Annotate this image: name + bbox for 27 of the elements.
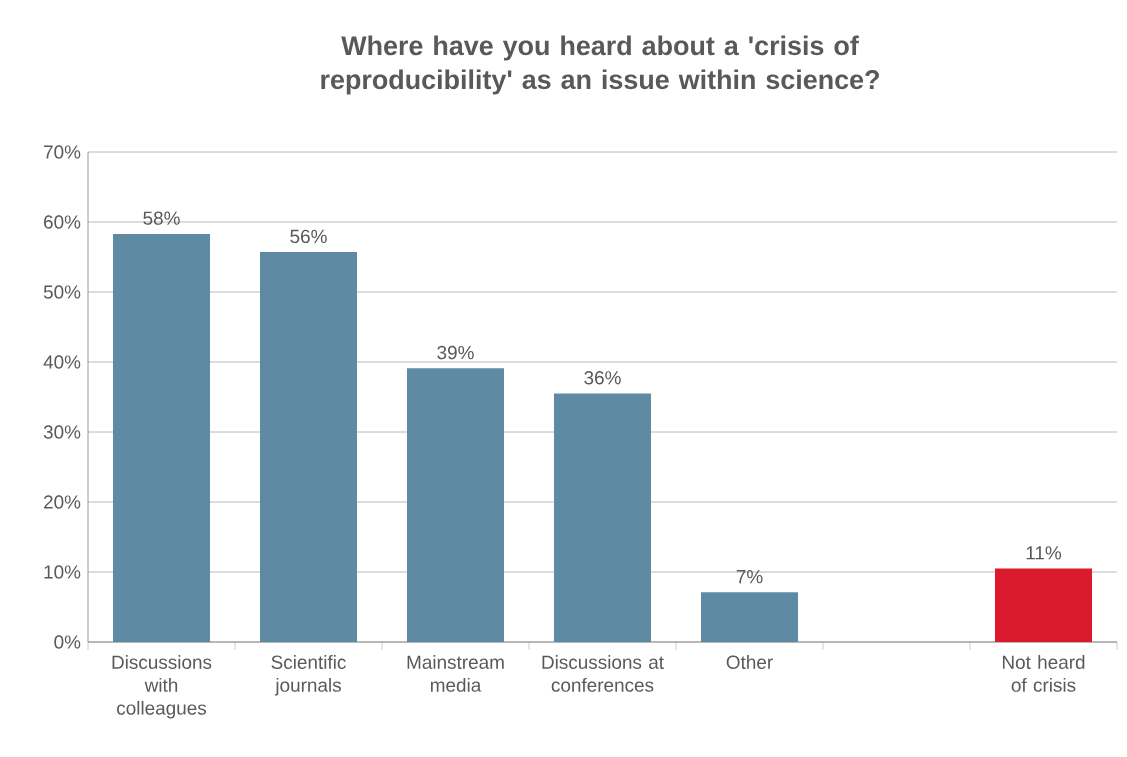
data-label: 58%: [143, 211, 180, 225]
chart-title: Where have you heard about a 'crisis of reproducibility' as an issue within science?: [321, 35, 879, 95]
y-tick-label: 40%: [43, 355, 81, 369]
x-tick-label: Other: [726, 655, 773, 669]
x-tick-label: Discussions with colleagues: [112, 655, 212, 719]
data-label: 36%: [584, 371, 621, 385]
bar: [554, 393, 651, 642]
bar: [701, 592, 798, 642]
x-tick-label: Discussions at conferences: [542, 655, 664, 692]
y-tick-label: 70%: [44, 145, 81, 159]
data-label: 56%: [290, 229, 327, 244]
data-label: 11%: [1026, 546, 1062, 560]
y-tick-label: 60%: [44, 215, 81, 229]
bar: [407, 368, 504, 642]
x-tick-label: Not heard of crisis: [1002, 655, 1085, 692]
bar: [113, 233, 210, 642]
data-label: 7%: [736, 570, 763, 584]
data-label: 39%: [437, 345, 474, 360]
y-tick-label: 10%: [44, 565, 81, 579]
bar: [995, 568, 1092, 642]
x-tick-label: Mainstream media: [407, 655, 504, 692]
y-tick-label: 50%: [43, 285, 81, 299]
y-tick-label: 0%: [54, 635, 81, 649]
bar: [260, 252, 357, 642]
x-tick-label: Scientific journals: [271, 655, 346, 696]
y-tick-label: 20%: [44, 495, 81, 509]
y-tick-label: 30%: [43, 425, 81, 439]
